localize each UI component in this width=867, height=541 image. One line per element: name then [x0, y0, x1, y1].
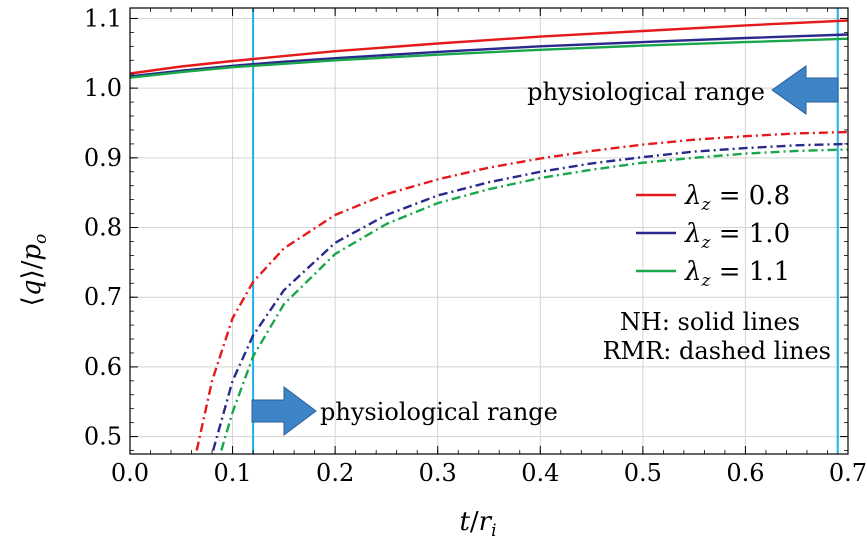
annotation-physiological-range-top: physiological range: [527, 78, 765, 106]
y-tick-label: 0.5: [84, 423, 122, 451]
legend-label: λz = 0.8: [684, 181, 790, 215]
nh-solid-line: [129, 19, 849, 75]
y-tick-label: 1.0: [84, 74, 122, 102]
y-axis-label: ⟨q⟩/po: [17, 234, 51, 307]
x-tick-label: 0.7: [829, 459, 867, 487]
rmr-dashed-line: [211, 142, 849, 451]
plot-frame: [129, 7, 849, 455]
svg-text:t/ri: t/ri: [459, 507, 496, 541]
annotation-nh-solid: NH: solid lines: [620, 308, 800, 336]
y-tick-label: 0.7: [84, 283, 122, 311]
ticks: 0.0 0.1 0.2 0.3 0.4 0.5 0.6 0.7 0.5 0.6 0.7 0.8 0.9 1…: [84, 4, 867, 487]
x-tick-label: 0.5: [624, 459, 662, 487]
rmr-dashed-line: [220, 148, 849, 451]
x-tick-label: 0.6: [726, 459, 764, 487]
x-tick-label: 0.4: [521, 459, 559, 487]
arrows: [251, 65, 839, 436]
y-tick-label: 0.6: [84, 353, 122, 381]
annotation-rmr-dashed: RMR: dashed lines: [603, 337, 831, 365]
x-axis-label: t/ri: [459, 507, 496, 541]
rmr-dashed-line: [195, 130, 849, 451]
annotation-physiological-range-bottom: physiological range: [320, 398, 558, 426]
legend-label: λz = 1.1: [684, 257, 790, 291]
x-tick-label: 0.0: [111, 459, 149, 487]
legend: λz = 0.8 λz = 1.0 λz = 1.1: [636, 181, 790, 291]
x-tick-label: 0.3: [419, 459, 457, 487]
x-tick-label: 0.2: [316, 459, 354, 487]
svg-text:⟨q⟩/po: ⟨q⟩/po: [17, 234, 51, 307]
y-tick-label: 1.1: [84, 4, 122, 32]
arrow-right-icon: [251, 386, 317, 436]
nh-solid-line: [129, 33, 849, 78]
arrow-left-icon: [771, 65, 839, 115]
y-tick-label: 0.9: [84, 144, 122, 172]
nh-solid-line: [129, 37, 849, 79]
series-lines: [129, 19, 849, 451]
legend-label: λz = 1.0: [684, 219, 790, 253]
x-tick-label: 0.1: [213, 459, 251, 487]
y-tick-label: 0.8: [84, 214, 122, 242]
